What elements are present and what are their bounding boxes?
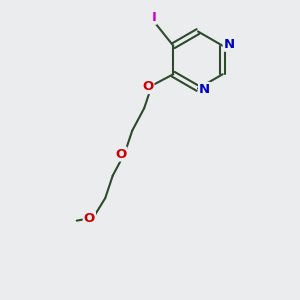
Text: N: N bbox=[224, 38, 235, 51]
Text: O: O bbox=[115, 148, 126, 160]
Text: O: O bbox=[142, 80, 153, 93]
Text: I: I bbox=[152, 11, 156, 24]
Text: O: O bbox=[84, 212, 95, 225]
Text: N: N bbox=[199, 83, 210, 96]
